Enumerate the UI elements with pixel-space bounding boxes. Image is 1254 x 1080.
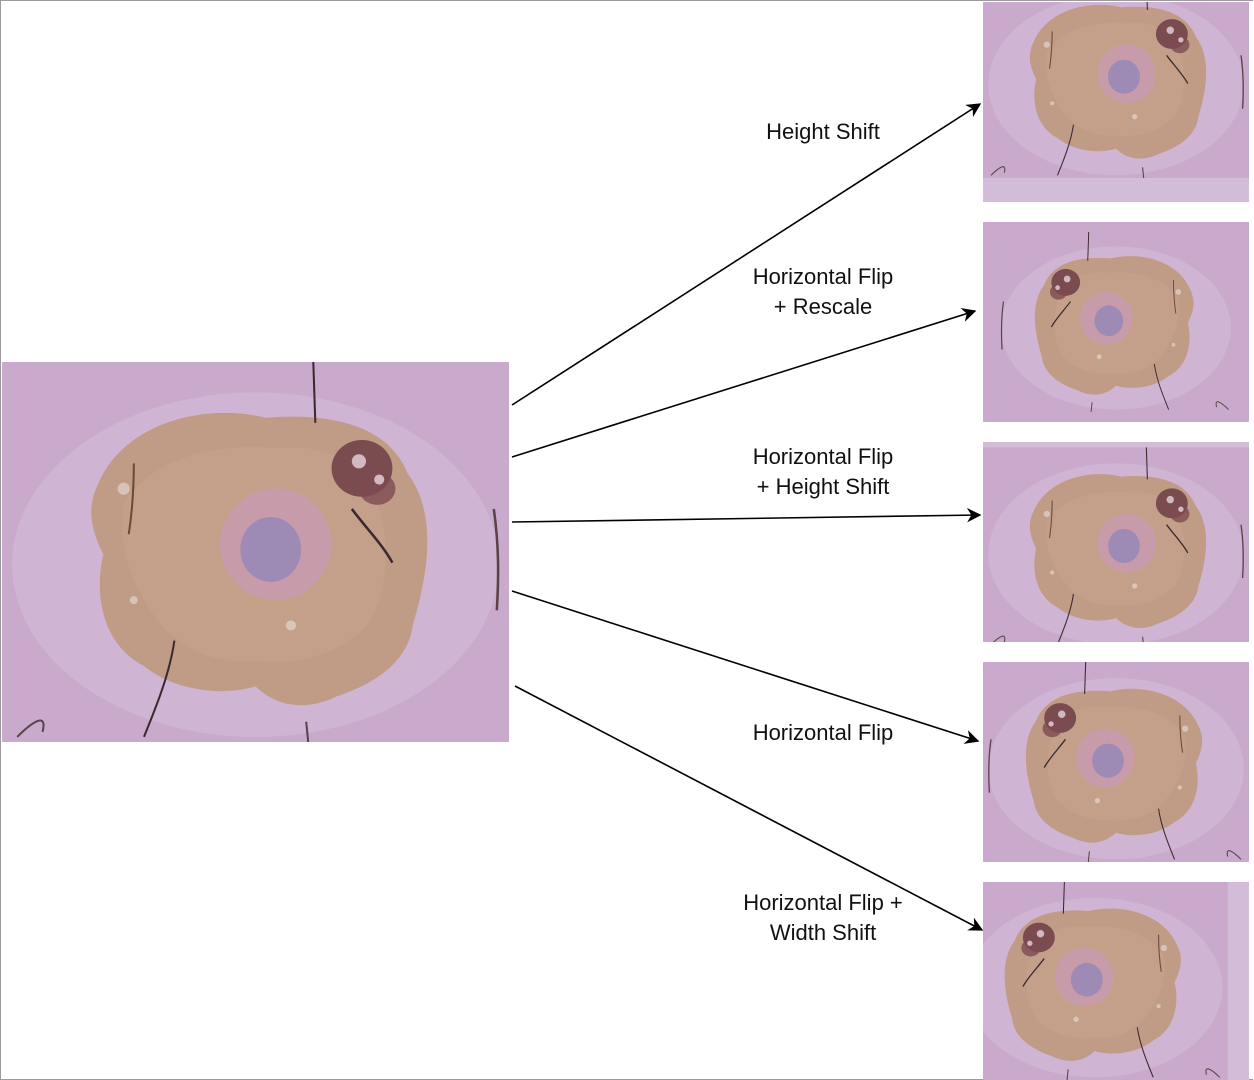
arrow-horizontal-flip-height-shift	[511, 507, 982, 523]
label-horizontal-flip-width-shift: Horizontal Flip + Width Shift	[743, 890, 903, 945]
dermoscopy-lesion-icon	[983, 222, 1249, 422]
arrow-height-shift	[511, 103, 982, 406]
arrow-horizontal-flip-rescale	[511, 308, 977, 458]
arrow-horizontal-flip	[511, 590, 980, 744]
dermoscopy-lesion-icon	[983, 442, 1249, 642]
dermoscopy-lesion-icon	[983, 2, 1249, 202]
height-shift-image	[983, 2, 1249, 202]
horizontal-flip-rescale-image	[983, 222, 1249, 422]
arrow-horizontal-flip-width-shift	[514, 685, 984, 931]
dermoscopy-lesion-icon	[983, 882, 1249, 1080]
label-height-shift: Height Shift	[766, 119, 880, 144]
label-horizontal-flip: Horizontal Flip	[752, 720, 894, 745]
label-horizontal-flip-height-shift: Horizontal Flip + Height Shift	[752, 444, 894, 499]
horizontal-flip-width-shift-image	[983, 882, 1249, 1080]
label-horizontal-flip-rescale: Horizontal Flip + Rescale	[752, 264, 894, 319]
horizontal-flip-height-shift-image	[983, 442, 1249, 642]
